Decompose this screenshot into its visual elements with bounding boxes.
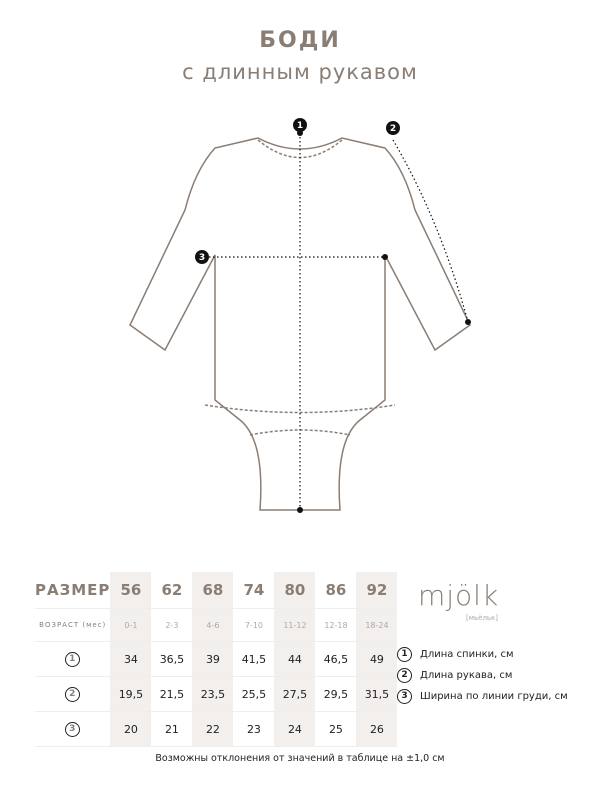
page-subtitle: с длинным рукавом (182, 60, 418, 84)
value-cell: 21 (151, 711, 193, 747)
value-cell: 25,5 (233, 676, 275, 712)
age-cell: 2-3 (151, 608, 193, 642)
legend-marker: 1 (397, 647, 412, 662)
age-cell: 18-24 (356, 608, 398, 642)
age-row: ВОЗРАСТ (мес) 0-1 2-3 4-6 7-10 11-12 12-… (35, 608, 398, 642)
age-cell: 0-1 (110, 608, 152, 642)
size-cell: 68 (192, 572, 234, 609)
value-cell: 36,5 (151, 641, 193, 677)
value-cell: 27,5 (274, 676, 316, 712)
size-cell: 56 (110, 572, 152, 609)
size-cell: 74 (233, 572, 275, 609)
tolerance-note: Возможны отклонения от значений в таблиц… (155, 753, 445, 764)
marker-3-label: 3 (199, 253, 205, 263)
leg-stitching (204, 404, 396, 414)
value-cell: 20 (110, 711, 152, 747)
row-marker-label: 1 (65, 651, 81, 667)
value-cell: 49 (356, 641, 398, 677)
age-cell: 4-6 (192, 608, 234, 642)
value-cell: 21,5 (151, 676, 193, 712)
row-marker-label: 2 (65, 686, 81, 702)
legend-item: 2 Длина рукава, см (397, 668, 512, 683)
value-cell: 19,5 (110, 676, 152, 712)
size-table: РАЗМЕР 56 62 68 74 80 86 92 ВОЗРАСТ (мес… (35, 572, 398, 747)
value-cell: 23 (233, 711, 275, 747)
bodysuit-outline (129, 137, 471, 511)
value-cell: 26 (356, 711, 398, 747)
size-cell: 62 (151, 572, 193, 609)
legend-text: Длина рукава, см (420, 669, 513, 681)
marker-1 (293, 118, 307, 132)
legend-marker: 2 (397, 668, 412, 683)
legend-item: 3 Ширина по линии груди, см (397, 689, 568, 704)
measurement-row: 2 19,5 21,5 23,5 25,5 27,5 29,5 31,5 (35, 676, 398, 712)
bodysuit-diagram: 1 2 3 (129, 118, 471, 513)
marker-3 (195, 250, 209, 264)
value-cell: 24 (274, 711, 316, 747)
value-cell: 23,5 (192, 676, 234, 712)
value-cell: 31,5 (356, 676, 398, 712)
value-cell: 25 (315, 711, 357, 747)
row-marker-label: 3 (65, 721, 81, 737)
marker-1-label: 1 (297, 121, 303, 131)
marker-2-label: 2 (390, 124, 396, 134)
measurement-row: 1 34 36,5 39 41,5 44 46,5 49 (35, 641, 398, 677)
value-cell: 29,5 (315, 676, 357, 712)
size-row: РАЗМЕР 56 62 68 74 80 86 92 (35, 572, 398, 609)
row-marker: 1 (35, 641, 111, 677)
legend-text: Ширина по линии груди, см (420, 690, 568, 702)
value-cell: 34 (110, 641, 152, 677)
marker-2 (386, 121, 400, 135)
size-cell: 80 (274, 572, 316, 609)
brand-logo: mjölk (418, 579, 500, 612)
size-cell: 92 (356, 572, 398, 609)
value-cell: 22 (192, 711, 234, 747)
age-cell: 11-12 (274, 608, 316, 642)
measurement-row: 3 20 21 22 23 24 25 26 (35, 711, 398, 747)
brand-logo-sub: [мьёльк] (466, 614, 499, 622)
legend-item: 1 Длина спинки, см (397, 647, 514, 662)
value-cell: 44 (274, 641, 316, 677)
age-cell: 7-10 (233, 608, 275, 642)
size-cell: 86 (315, 572, 357, 609)
sleeve-length-line (392, 139, 469, 323)
row-marker: 2 (35, 676, 111, 712)
size-label: РАЗМЕР (35, 572, 111, 609)
legend-marker: 3 (397, 689, 412, 704)
row-marker: 3 (35, 711, 111, 747)
page-title: БОДИ (259, 28, 341, 53)
value-cell: 39 (192, 641, 234, 677)
age-cell: 12-18 (315, 608, 357, 642)
value-cell: 41,5 (233, 641, 275, 677)
value-cell: 46,5 (315, 641, 357, 677)
age-label: ВОЗРАСТ (мес) (35, 608, 111, 642)
legend-text: Длина спинки, см (420, 648, 514, 660)
